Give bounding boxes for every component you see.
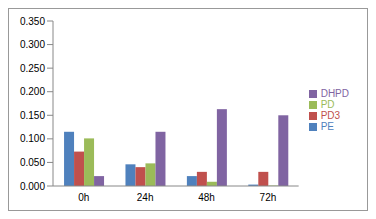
html-text:PD3: PD3: [320, 109, 341, 121]
svg-text:0.300: 0.300: [20, 39, 45, 50]
svg-text:48h: 48h: [198, 192, 215, 203]
svg-text:0h: 0h: [78, 192, 89, 203]
svg-text:0.250: 0.250: [20, 63, 45, 74]
html-text:PE: PE: [320, 120, 334, 132]
svg-text:0.150: 0.150: [20, 110, 45, 121]
svg-text:0.000: 0.000: [20, 181, 45, 192]
html-text:PD: PD: [320, 98, 335, 110]
svg-text:0.050: 0.050: [20, 157, 45, 168]
html-text:DHPD: DHPD: [320, 87, 349, 99]
svg-text:72h: 72h: [260, 192, 277, 203]
svg-text:0.100: 0.100: [20, 133, 45, 144]
svg-text:0.200: 0.200: [20, 86, 45, 97]
svg-text:0.350: 0.350: [20, 16, 45, 27]
svg-text:24h: 24h: [137, 192, 154, 203]
